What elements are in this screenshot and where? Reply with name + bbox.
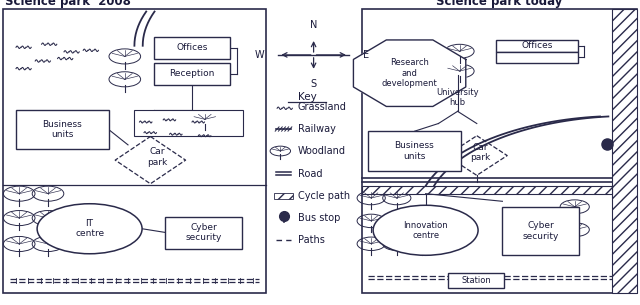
Text: Railway: Railway [298,124,335,134]
Text: Science park  2008: Science park 2008 [5,0,131,8]
Bar [362,9,637,293]
Bar [612,9,637,293]
Text: Offices: Offices [176,43,208,52]
Text: Business
units: Business units [42,120,82,139]
Bar [496,52,578,63]
Text: University
hub: University hub [436,88,479,107]
Text: Road: Road [298,169,322,178]
Bar [154,63,230,85]
Circle shape [37,204,142,254]
Text: S: S [310,79,317,89]
Text: Reception: Reception [170,69,214,78]
Bar [16,110,109,149]
Text: Business
units: Business units [394,141,434,161]
Text: Cycle path: Cycle path [298,191,349,201]
Text: Key: Key [298,92,317,102]
Text: Woodland: Woodland [298,146,346,156]
Text: IT
centre: IT centre [75,219,104,239]
Bar [134,110,243,136]
Bar [496,40,578,52]
Bar [448,273,504,288]
Bar [502,207,579,255]
Bar [165,217,242,249]
Text: Cyber
security: Cyber security [523,221,559,241]
Text: Research
and
development: Research and development [381,58,438,88]
Bar [368,131,461,171]
Bar [3,9,266,293]
Text: N: N [310,20,317,31]
Text: Innovation
centre: Innovation centre [403,221,448,240]
Text: Cyber
security: Cyber security [186,223,221,242]
Bar [362,186,612,194]
Text: E: E [363,50,369,60]
Bar [274,193,293,199]
Circle shape [373,205,478,255]
Text: Car
park: Car park [470,143,490,162]
Text: Station: Station [461,276,491,285]
Text: W: W [255,50,264,60]
Text: Science park today: Science park today [436,0,563,8]
Text: Bus stop: Bus stop [298,213,340,223]
Text: Grassland: Grassland [298,102,346,112]
Bar [154,37,230,59]
Text: Paths: Paths [298,235,324,245]
Polygon shape [353,40,466,106]
Text: Offices: Offices [521,41,553,50]
Text: Car
park: Car park [147,147,167,167]
